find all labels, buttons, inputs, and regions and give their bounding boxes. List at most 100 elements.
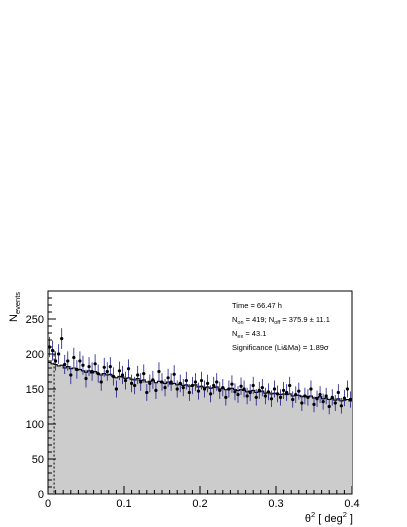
data-point — [130, 381, 134, 385]
y-tick-label: 0 — [38, 489, 44, 501]
data-point — [90, 369, 94, 374]
data-point — [163, 386, 167, 390]
data-point — [196, 389, 201, 393]
data-point — [199, 379, 204, 383]
x-axis-title: θ2 [ deg2 ] — [305, 510, 353, 525]
data-point — [57, 352, 61, 356]
data-point — [218, 388, 222, 392]
data-point — [105, 369, 109, 374]
data-point — [96, 372, 100, 376]
data-point — [230, 382, 234, 386]
data-point — [148, 381, 152, 385]
data-point — [202, 387, 207, 391]
x-axis-ticks: 0 0.1 0.2 0.3 0.4 — [45, 486, 360, 510]
data-point — [133, 383, 137, 388]
data-point — [169, 380, 173, 384]
data-point — [257, 388, 261, 392]
data-point — [142, 372, 146, 376]
data-point — [102, 365, 106, 369]
data-point — [224, 395, 228, 399]
data-point — [81, 363, 85, 367]
data-point — [300, 401, 304, 405]
data-point — [123, 379, 128, 383]
data-point — [145, 390, 149, 395]
data-point — [303, 394, 307, 398]
data-point — [227, 387, 231, 391]
data-point — [327, 404, 331, 409]
data-point — [266, 390, 270, 394]
y-tick-label: 250 — [26, 314, 44, 326]
data-point — [306, 395, 310, 399]
data-point — [69, 373, 73, 377]
data-point — [66, 359, 70, 363]
data-point — [212, 383, 216, 388]
data-point — [275, 392, 280, 396]
y-tick-label: 200 — [26, 349, 44, 361]
data-point — [251, 383, 255, 388]
data-point — [206, 381, 210, 385]
y-tick-label: 150 — [26, 384, 44, 396]
data-point — [269, 397, 274, 401]
data-point — [160, 380, 164, 384]
data-point — [336, 390, 340, 395]
data-point — [111, 374, 115, 378]
data-point — [78, 359, 82, 363]
stat-counts: Non = 419; Noff = 375.9 ± 11.1 — [232, 315, 330, 326]
data-point — [321, 400, 325, 404]
data-point — [309, 387, 313, 391]
data-point — [117, 369, 122, 373]
data-point — [315, 397, 319, 401]
data-point — [178, 381, 182, 385]
y-tick-label: 100 — [26, 419, 44, 431]
background-off-area — [48, 362, 352, 494]
data-point — [63, 362, 67, 367]
data-point — [136, 373, 140, 377]
data-point — [151, 378, 155, 382]
data-point — [166, 376, 170, 380]
data-point — [99, 380, 103, 384]
data-point — [333, 401, 337, 405]
data-point — [324, 394, 328, 398]
data-point — [339, 404, 343, 408]
data-point — [114, 387, 118, 391]
data-point — [278, 395, 283, 399]
data-point — [108, 365, 112, 369]
data-point — [181, 386, 185, 390]
data-point — [157, 369, 161, 374]
stat-significance: Significance (Li&Ma) = 1.89σ — [232, 343, 329, 352]
data-point — [233, 390, 237, 394]
data-point — [54, 359, 58, 363]
data-point — [236, 393, 240, 397]
data-point — [312, 402, 316, 406]
data-point — [282, 388, 286, 392]
data-point — [215, 380, 219, 384]
data-point — [221, 386, 225, 390]
on-data-points — [47, 328, 353, 415]
data-point — [190, 383, 194, 388]
y-axis-ticks: 0 50 100 150 200 250 — [26, 290, 56, 501]
data-point — [172, 372, 176, 376]
data-point — [345, 387, 350, 391]
data-point — [260, 386, 264, 390]
x-tick-label: 0.3 — [268, 498, 283, 510]
data-point — [242, 387, 246, 391]
data-point — [187, 390, 191, 395]
data-point — [318, 393, 322, 397]
data-point — [239, 384, 243, 388]
data-point — [248, 390, 252, 395]
data-point — [120, 373, 125, 377]
data-point — [209, 392, 213, 396]
y-tick-label: 50 — [32, 454, 44, 466]
data-point — [154, 388, 158, 392]
x-tick-label: 0.2 — [192, 498, 207, 510]
data-point — [342, 396, 346, 400]
data-point — [285, 390, 289, 395]
data-point — [72, 355, 76, 360]
data-point — [93, 362, 97, 366]
data-point — [291, 397, 295, 402]
data-point — [263, 394, 267, 398]
y-axis-title: Nevents — [8, 292, 22, 322]
data-point — [348, 397, 353, 402]
data-point — [193, 380, 198, 384]
